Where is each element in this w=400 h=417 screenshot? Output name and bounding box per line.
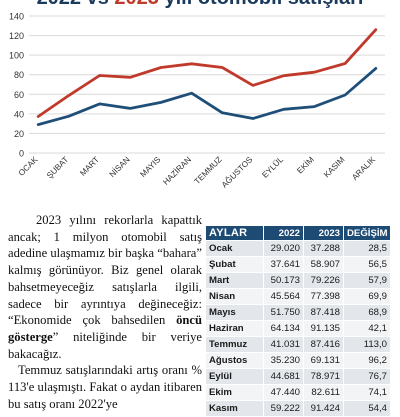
table-row: Ağustos 35.230 69.131 96,2 bbox=[205, 352, 391, 369]
table-header-row: AYLAR 2022 2023 DEĞİŞİM bbox=[205, 225, 391, 241]
cell-month: Kasım bbox=[205, 400, 264, 417]
header-change: DEĞİŞİM bbox=[343, 225, 391, 241]
x-tick-label: AĞUSTOS bbox=[219, 154, 255, 190]
x-tick-label: TEMMUZ bbox=[193, 155, 224, 186]
cell-value-2023: 87.416 bbox=[303, 336, 344, 353]
cell-change: 56,5 bbox=[343, 256, 391, 273]
cell-value-2023: 87.418 bbox=[303, 304, 344, 321]
cell-month: Haziran bbox=[205, 320, 264, 337]
series-line-2022 bbox=[36, 67, 378, 126]
title-prefix: 2022 vs bbox=[37, 0, 115, 9]
header-months: AYLAR bbox=[205, 225, 264, 241]
cell-value-2022: 45.564 bbox=[263, 288, 304, 305]
article-paragraph-2: Temmuz satışlarındaki artış oranı % 113'… bbox=[8, 363, 202, 411]
cell-month: Eylül bbox=[205, 368, 264, 385]
y-tick-label: 100 bbox=[9, 51, 24, 61]
cell-change: 42,1 bbox=[343, 320, 391, 337]
y-tick-label: 40 bbox=[14, 109, 24, 119]
cell-change: 68,9 bbox=[343, 304, 391, 321]
cell-change: 69,9 bbox=[343, 288, 391, 305]
cell-change: 96,2 bbox=[343, 352, 391, 369]
article-text: 2023 yılını rekorlarla kapattık ancak; 1… bbox=[8, 212, 202, 412]
cell-value-2022: 41.031 bbox=[263, 336, 304, 353]
x-tick-label: KASIM bbox=[322, 155, 347, 180]
article-p1-bold: öncü gösterge bbox=[8, 313, 202, 344]
cell-change: 76,7 bbox=[343, 368, 391, 385]
article-p1-end: ” niteliğinde bir veriye bakacağız. bbox=[8, 329, 202, 361]
cell-value-2022: 29.020 bbox=[263, 240, 304, 257]
table-row: Şubat 37.641 58.907 56,5 bbox=[205, 256, 391, 273]
cell-value-2022: 47.440 bbox=[263, 384, 304, 401]
cell-value-2023: 77.398 bbox=[303, 288, 344, 305]
cell-value-2023: 37.288 bbox=[303, 240, 344, 257]
table-row: Haziran 64.134 91.135 42,1 bbox=[205, 320, 391, 337]
x-tick-label: EYLÜL bbox=[260, 154, 286, 180]
cell-value-2022: 35.230 bbox=[263, 352, 304, 369]
series-line-2023 bbox=[36, 28, 378, 118]
y-tick-label: 0 bbox=[19, 149, 24, 159]
cell-value-2022: 44.681 bbox=[263, 368, 304, 385]
cell-change: 54,4 bbox=[343, 400, 391, 417]
page-title: 2022 vs 2023 yılı otomobil satışları bbox=[0, 0, 400, 10]
cell-value-2022: 51.750 bbox=[263, 304, 304, 321]
table-row: Mayıs 51.750 87.418 68,9 bbox=[205, 304, 391, 321]
table-row: Nisan 45.564 77.398 69,9 bbox=[205, 288, 391, 305]
cell-month: Mayıs bbox=[205, 304, 264, 321]
cell-value-2023: 91.424 bbox=[303, 400, 344, 417]
table-row: Eylül 44.681 78.971 76,7 bbox=[205, 368, 391, 385]
cell-value-2023: 82.611 bbox=[303, 384, 344, 401]
x-tick-label: MART bbox=[78, 155, 101, 178]
cell-month: Ocak bbox=[205, 240, 264, 257]
cell-change: 57,9 bbox=[343, 272, 391, 289]
cell-value-2023: 58.907 bbox=[303, 256, 344, 273]
table-row: Mart 50.173 79.226 57,9 bbox=[205, 272, 391, 289]
cell-change: 74,1 bbox=[343, 384, 391, 401]
title-highlight-year: 2023 bbox=[114, 0, 159, 9]
table-row: Kasım 59.222 91.424 54,4 bbox=[205, 400, 391, 417]
cell-change: 28,5 bbox=[343, 240, 391, 257]
table-body: Ocak 29.020 37.288 28,5 Şubat 37.641 58.907 56,… bbox=[205, 240, 391, 417]
y-tick-label: 140 bbox=[9, 12, 24, 22]
cell-value-2023: 78.971 bbox=[303, 368, 344, 385]
table-row: Ekim 47.440 82.611 74,1 bbox=[205, 384, 391, 401]
x-tick-label: NİSAN bbox=[107, 154, 132, 179]
article-paragraph-1: 2023 yılını rekorlarla kapattık ancak; 1… bbox=[8, 212, 202, 362]
x-tick-label: ARALIK bbox=[350, 155, 377, 182]
header-2023: 2023 bbox=[303, 225, 344, 241]
cell-change: 113,0 bbox=[343, 336, 391, 353]
cell-month: Nisan bbox=[205, 288, 264, 305]
cell-month: Temmuz bbox=[205, 336, 264, 353]
cell-month: Mart bbox=[205, 272, 264, 289]
header-2022: 2022 bbox=[263, 225, 304, 241]
article-p1-text: 2023 yılını rekorlarla kapattık ancak; 1… bbox=[8, 213, 202, 328]
cell-value-2022: 64.134 bbox=[263, 320, 304, 337]
y-tick-label: 60 bbox=[14, 90, 24, 100]
cell-value-2023: 69.131 bbox=[303, 352, 344, 369]
y-tick-label: 120 bbox=[9, 31, 24, 41]
cell-value-2022: 59.222 bbox=[263, 400, 304, 417]
cell-value-2023: 79.226 bbox=[303, 272, 344, 289]
y-tick-label: 80 bbox=[14, 70, 24, 80]
sales-table: AYLAR 2022 2023 DEĞİŞİM Ocak 29.020 37.288… bbox=[205, 225, 391, 417]
x-tick-label: HAZİRAN bbox=[161, 154, 194, 187]
x-tick-label: MAYIS bbox=[138, 155, 162, 179]
cell-value-2023: 91.135 bbox=[303, 320, 344, 337]
x-tick-label: ŞUBAT bbox=[45, 155, 70, 180]
title-suffix: yılı otomobil satışları bbox=[159, 0, 363, 9]
y-tick-label: 20 bbox=[14, 129, 24, 139]
table-row: Ocak 29.020 37.288 28,5 bbox=[205, 240, 391, 257]
cell-value-2022: 50.173 bbox=[263, 272, 304, 289]
cell-month: Ağustos bbox=[205, 352, 264, 369]
cell-month: Şubat bbox=[205, 256, 264, 273]
cell-month: Ekim bbox=[205, 384, 264, 401]
x-tick-label: EKİM bbox=[295, 154, 316, 175]
table-row: Temmuz 41.031 87.416 113,0 bbox=[205, 336, 391, 353]
cell-value-2022: 37.641 bbox=[263, 256, 304, 273]
